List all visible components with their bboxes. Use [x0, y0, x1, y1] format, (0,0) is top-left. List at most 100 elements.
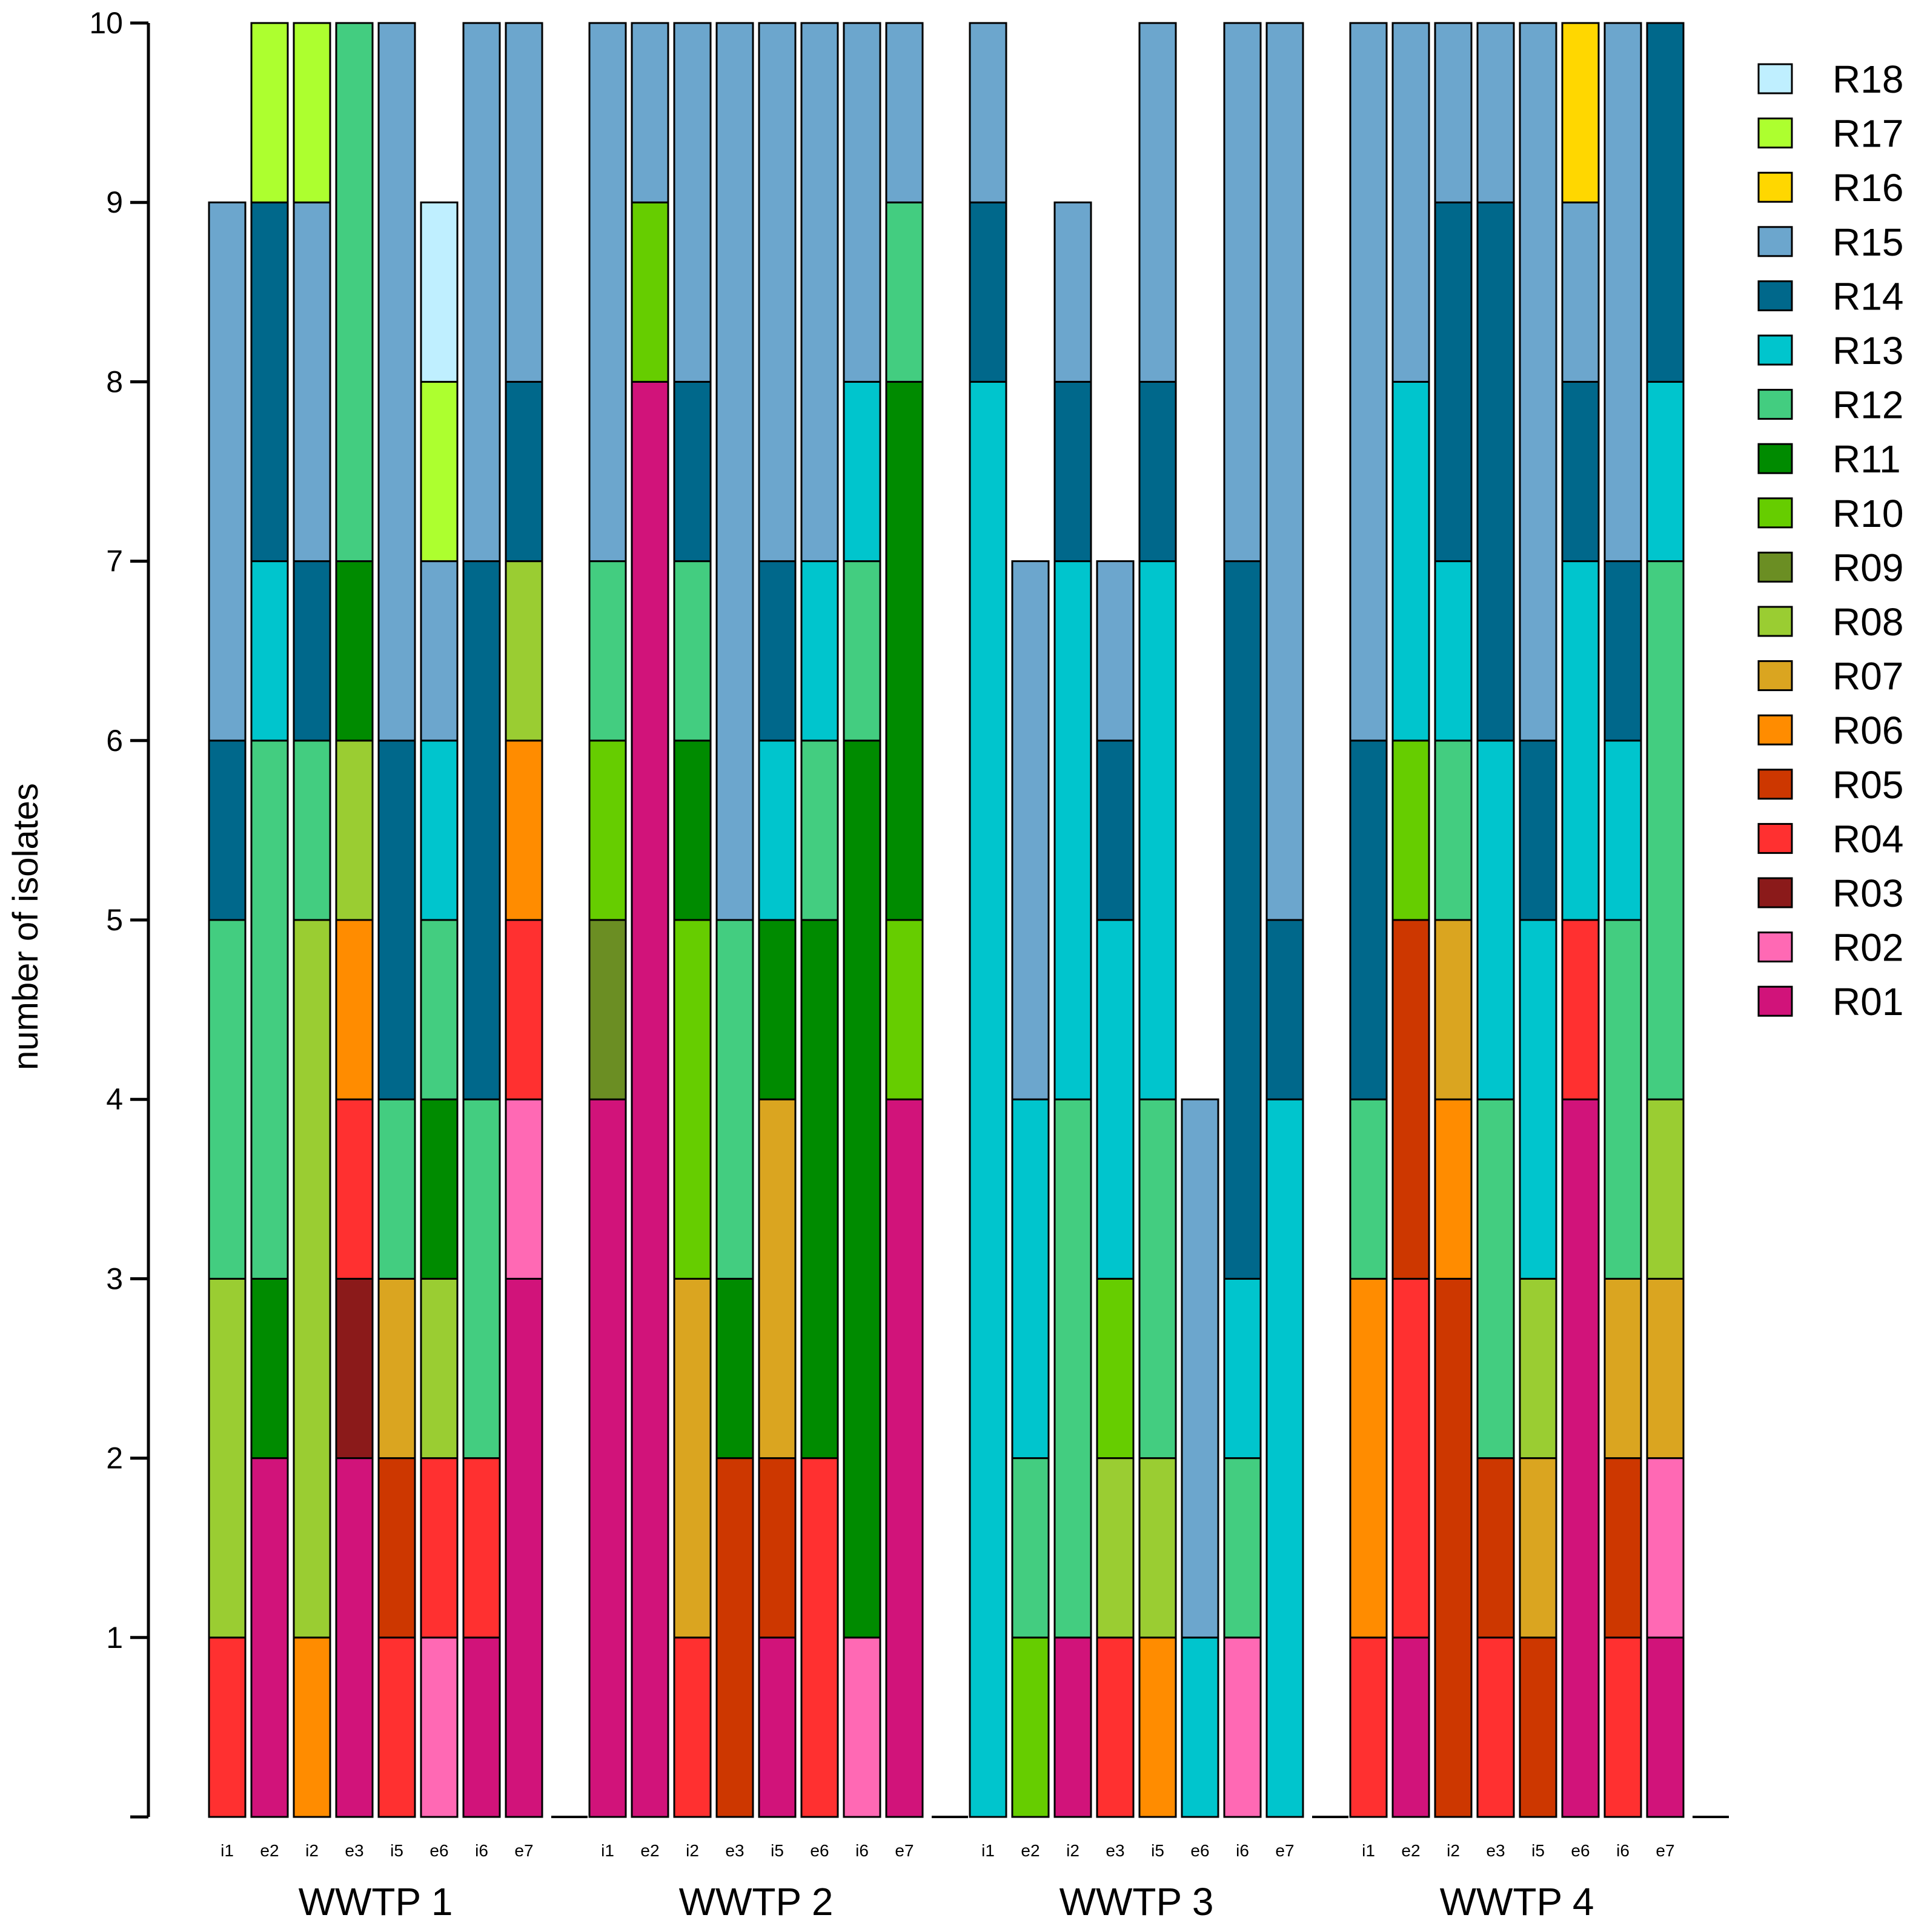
bar-segment-r08	[1138, 1457, 1177, 1639]
bar-segment-r14	[1349, 739, 1388, 1100]
legend-label: R07	[1832, 655, 1903, 698]
bar-segment-r05	[715, 1457, 754, 1818]
bar-segment-r02	[420, 1636, 459, 1818]
y-axis: 1 2 3 4 5 6 7 8 9 10	[89, 6, 150, 1819]
bar-segment-r15	[1476, 22, 1515, 203]
sample-label: i2	[686, 1841, 699, 1860]
legend-swatch	[1757, 389, 1793, 420]
legend-swatch	[1757, 280, 1793, 311]
sample-label: i5	[771, 1841, 784, 1860]
y-tick-label: 4	[106, 1082, 123, 1116]
bar-segment-r13	[1053, 560, 1092, 1100]
bar-segment-r12	[462, 1098, 501, 1460]
bar-segment-r12	[843, 560, 881, 742]
bar-segment-r04	[1476, 1636, 1515, 1818]
bar-segment-r13	[1138, 560, 1177, 1100]
legend-swatch	[1757, 931, 1793, 963]
bar-segment-r03	[335, 1277, 374, 1460]
bar-segment-r14	[377, 739, 416, 1100]
bar-segment-r15	[1138, 22, 1177, 383]
bars	[208, 22, 1729, 1818]
bar-segment-r14	[293, 560, 331, 742]
legend-label: R08	[1832, 600, 1903, 644]
legend-label: R18	[1832, 58, 1903, 101]
bar-segment-r07	[377, 1277, 416, 1460]
sample-label: e7	[895, 1841, 914, 1860]
bar-segment-r14	[1476, 201, 1515, 742]
bar-segment-r13	[969, 380, 1007, 1818]
bar-segment-r12	[335, 22, 374, 563]
sample-label: i2	[1066, 1841, 1079, 1860]
bar-segment-r13	[250, 560, 289, 742]
bar-segment-r13	[1391, 380, 1430, 742]
legend-item-r10: R10	[1757, 492, 1903, 535]
group-label: WWTP 2	[679, 1880, 834, 1924]
bar-segment-r02	[1646, 1457, 1685, 1639]
bar-segment-r01	[250, 1457, 289, 1818]
bar-segment-r11	[420, 1098, 459, 1280]
legend-swatch	[1757, 985, 1793, 1017]
bar-segment-r04	[505, 919, 543, 1100]
bar-segment-r13	[1011, 1098, 1050, 1460]
bar-segment-r08	[505, 560, 543, 742]
bar-segment-r05	[1603, 1457, 1642, 1639]
sample-label: i1	[981, 1841, 995, 1860]
legend-swatch	[1757, 117, 1793, 149]
legend-item-r15: R15	[1757, 220, 1903, 264]
bar-segment-r12	[420, 919, 459, 1100]
bar-segment-r05	[1391, 919, 1430, 1280]
bar-segment-r15	[800, 22, 839, 563]
bar-segment-r12	[208, 919, 247, 1280]
legend-swatch	[1757, 497, 1793, 529]
bar-segment-r17	[420, 380, 459, 563]
group-1	[208, 22, 543, 1818]
bar-segment-r07	[1603, 1277, 1642, 1460]
legend-item-r18: R18	[1757, 58, 1903, 101]
bar-segment-r10	[1391, 739, 1430, 921]
legend: R18 R17 R16 R15 R14 R13 R12 R11 R10 R09 R08 R07 R06 R…	[1757, 58, 1903, 1024]
bar-segment-r04	[377, 1636, 416, 1818]
bar-segment-r14	[1138, 380, 1177, 563]
bar-segment-r14	[1561, 380, 1600, 563]
bar-segment-r12	[1646, 560, 1685, 1100]
y-tick-label: 1	[106, 1621, 123, 1655]
legend-item-r07: R07	[1757, 655, 1903, 698]
bar-segment-r02	[1223, 1636, 1262, 1818]
bar-segment-r01	[1646, 1636, 1685, 1818]
bar-segment-r15	[377, 22, 416, 742]
bar-segment-r14	[1519, 739, 1557, 921]
bar-segment-r15	[505, 22, 543, 383]
sample-label: i1	[1362, 1841, 1375, 1860]
legend-item-r14: R14	[1757, 274, 1903, 318]
bar-segment-r16	[1561, 22, 1600, 203]
legend-swatch	[1757, 822, 1793, 854]
bar-segment-r05	[758, 1457, 797, 1639]
bar-segment-r11	[673, 739, 712, 921]
bar-segment-r15	[1603, 22, 1642, 563]
bar-segment-r12	[1603, 919, 1642, 1280]
y-tick-label: 6	[106, 724, 123, 758]
bar-segment-r15	[293, 201, 331, 563]
sample-label: e3	[1106, 1841, 1124, 1860]
bar-segment-r07	[1646, 1277, 1685, 1460]
sample-label: i5	[1151, 1841, 1164, 1860]
bar-segment-r15	[673, 22, 712, 383]
group-4	[1349, 22, 1685, 1818]
legend-label: R11	[1832, 437, 1901, 481]
bar-segment-r14	[1646, 22, 1685, 383]
legend-item-r16: R16	[1757, 166, 1903, 210]
y-tick-label: 5	[106, 903, 123, 937]
sample-label: e7	[1656, 1841, 1674, 1860]
bar-segment-r15	[420, 560, 459, 742]
bar-segment-r12	[1053, 1098, 1092, 1639]
group-label: WWTP 3	[1060, 1880, 1214, 1924]
bar-segment-r08	[293, 919, 331, 1639]
bar-segment-r13	[1223, 1277, 1262, 1460]
y-tick-label: 7	[106, 544, 123, 578]
bar-segment-r14	[1223, 560, 1262, 1280]
bar-segment-r12	[673, 560, 712, 742]
bar-segment-r15	[631, 22, 669, 203]
legend-item-r09: R09	[1757, 546, 1903, 589]
bar-segment-r13	[1519, 919, 1557, 1280]
bar-segment-r12	[1349, 1098, 1388, 1280]
